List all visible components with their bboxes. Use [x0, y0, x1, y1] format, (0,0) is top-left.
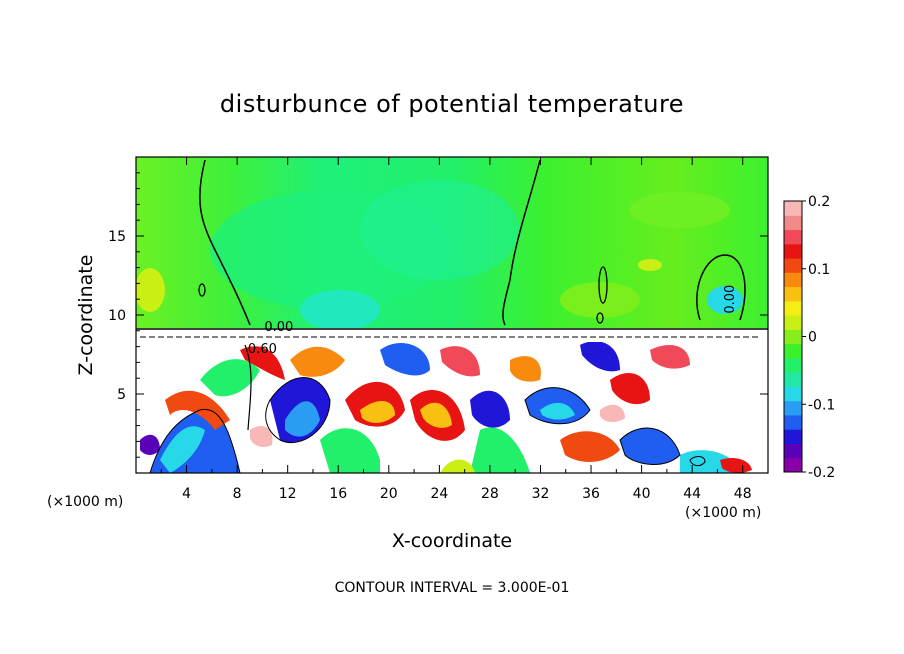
heatmap-field — [136, 157, 768, 473]
contour-label: 0.00 — [723, 285, 738, 314]
y-tick-label: 10 — [108, 308, 126, 324]
chart-title: disturbunce of potential temperature — [220, 90, 684, 118]
colorbar-swatch — [784, 414, 802, 430]
y-axis: 5 10 15 — [108, 172, 768, 458]
colorbar-swatch — [784, 457, 802, 473]
y-tick-label: 5 — [117, 387, 126, 403]
colorbar-swatch — [784, 443, 802, 459]
colorbar-swatch — [784, 357, 802, 373]
colorbar-tick-label: -0.1 — [808, 397, 835, 413]
x-unit-right: (×1000 m) — [685, 505, 761, 521]
colorbar-swatch — [784, 400, 802, 416]
contour-labels: 0.00 0.00 0.60 — [248, 285, 738, 357]
colorbar-swatch — [784, 315, 802, 330]
x-tick-label: 20 — [380, 486, 398, 502]
colorbar: 0.2 0.1 0 -0.1 -0.2 — [783, 194, 835, 481]
colorbar-tick-label: -0.2 — [808, 465, 835, 481]
x-tick-label: 48 — [734, 486, 752, 502]
colorbar-tick-label: 0.1 — [808, 262, 830, 278]
y-axis-label: Z-coordinate — [75, 255, 97, 376]
y-tick-label: 15 — [108, 229, 126, 245]
x-tick-label: 44 — [683, 486, 701, 502]
contour-label: 0.60 — [248, 342, 277, 357]
colorbar-swatch — [784, 329, 802, 345]
colorbar-swatch — [784, 386, 802, 402]
colorbar-swatch — [784, 300, 802, 316]
colorbar-swatch — [784, 429, 802, 444]
x-tick-label: 12 — [279, 486, 297, 502]
colorbar-swatch — [784, 272, 802, 288]
x-tick-label: 36 — [582, 486, 600, 502]
colorbar-swatch — [784, 229, 802, 245]
x-tick-label: 24 — [430, 486, 448, 502]
x-tick-label: 40 — [633, 486, 651, 502]
colorbar-swatch — [784, 243, 802, 259]
colorbar-swatch — [784, 343, 802, 359]
colorbar-swatch — [784, 258, 802, 273]
x-unit-left: (×1000 m) — [47, 494, 123, 510]
x-tick-label: 8 — [233, 486, 242, 502]
colorbar-swatch — [784, 201, 802, 216]
contour-interval-footer: CONTOUR INTERVAL = 3.000E-01 — [335, 580, 570, 596]
x-tick-label: 16 — [329, 486, 347, 502]
x-tick-label: 4 — [182, 486, 191, 502]
contour-label: 0.00 — [264, 320, 293, 335]
colorbar-tick-label: 0.2 — [808, 194, 830, 210]
colorbar-swatch — [784, 215, 802, 231]
colorbar-tick-label: 0 — [808, 330, 817, 346]
x-tick-label: 32 — [532, 486, 550, 502]
x-axis-label: X-coordinate — [392, 530, 512, 552]
colorbar-swatch — [784, 286, 802, 302]
colorbar-swatch — [784, 372, 802, 387]
x-tick-label: 28 — [481, 486, 499, 502]
x-axis: 4 8 12 16 20 24 28 32 36 40 44 48 — [160, 157, 752, 502]
